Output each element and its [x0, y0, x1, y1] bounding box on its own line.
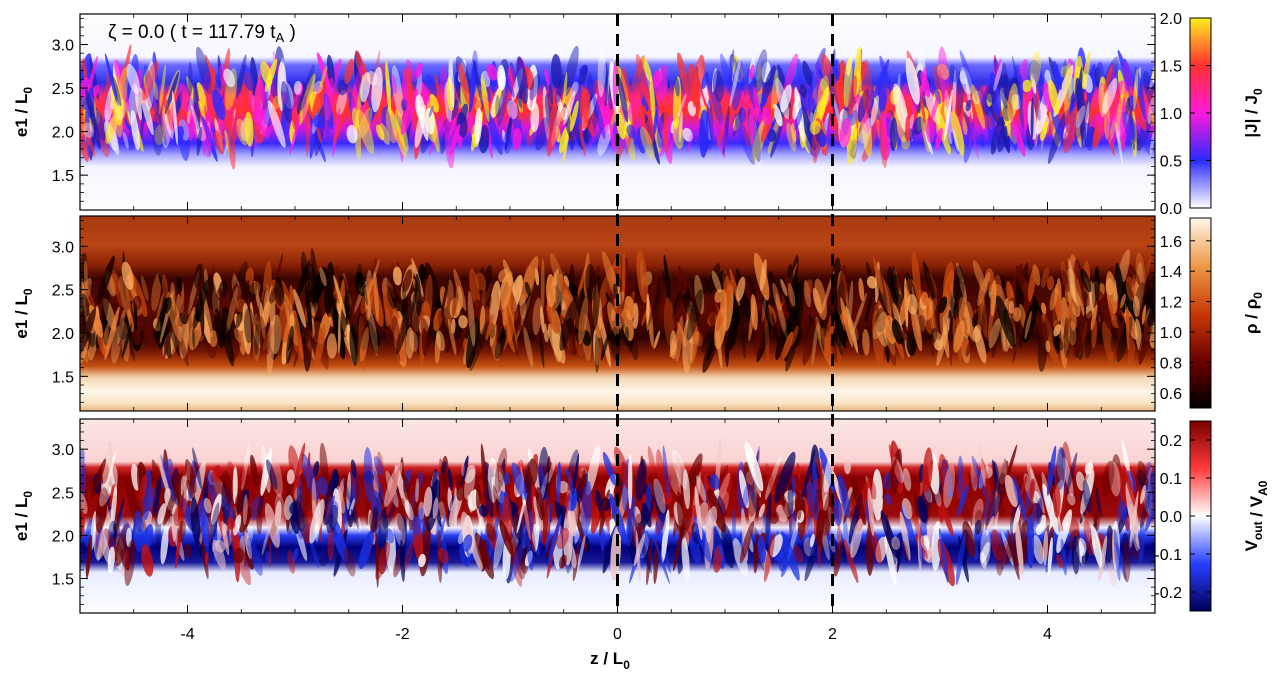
- ytick-label: 2.5: [52, 485, 74, 502]
- panel-velocity: 1.5 2.0 2.5 3.0 e1 / L0: [12, 418, 1156, 614]
- colorbar-velocity: -0.2 -0.1 0.0 0.1 0.2 Vout / VA0: [1154, 420, 1270, 612]
- ytick-label: 2.5: [52, 283, 74, 300]
- colorbar-tick-label: 1.2: [1160, 295, 1182, 312]
- colorbar-tick-label: 1.4: [1160, 264, 1182, 281]
- xtick-label: 2: [828, 626, 837, 643]
- ytick-label: 2.0: [52, 528, 74, 545]
- xtick-label: -2: [395, 626, 409, 643]
- annotation-label: ζ = 0.0 ( t = 117.79 tA ): [108, 22, 296, 45]
- xtick-label: 0: [613, 626, 622, 643]
- x-axis-label: z / L0: [590, 649, 630, 672]
- ytick-label: 3.0: [52, 239, 74, 256]
- ytick-label: 1.5: [52, 572, 74, 589]
- annotation-greek: ζ: [108, 22, 117, 43]
- colorbars: 0.0 0.5 1.0 1.5 2.0 |J| / J0 0.6 0.8 1.0 1.2 1.4 1.…: [1154, 11, 1270, 612]
- colorbar-label-velocity: Vout / VA0: [1242, 480, 1270, 551]
- colorbar-tick-label: 0.5: [1160, 154, 1182, 171]
- colorbar-label-density: ρ / ρ0: [1242, 292, 1265, 334]
- colorbar-tick-label: 1.0: [1160, 106, 1182, 123]
- colorbar-density: 0.6 0.8 1.0 1.2 1.4 1.6 ρ / ρ0: [1160, 217, 1265, 409]
- xtick-label: 4: [1043, 626, 1052, 643]
- ytick-label: 3.0: [52, 442, 74, 459]
- colorbar-tick-label: 0.2: [1160, 433, 1182, 450]
- y-axis-label-current: e1 / L0: [12, 87, 35, 137]
- ytick-label: 1.5: [52, 168, 74, 185]
- ytick-label: 3.0: [52, 37, 74, 54]
- colorbar-tick-label: 0.1: [1160, 471, 1182, 488]
- colorbar-current: 0.0 0.5 1.0 1.5 2.0 |J| / J0: [1160, 11, 1265, 218]
- colorbar-tick-label: 1.0: [1160, 325, 1182, 342]
- colorbar-tick-label: 2.0: [1160, 11, 1182, 28]
- colorbar-tick-label: 0.0: [1160, 509, 1182, 526]
- y-axis-label-density: e1 / L0: [12, 288, 35, 338]
- colorbar-tick-label: 0.0: [1160, 201, 1182, 218]
- ytick-label: 2.0: [52, 326, 74, 343]
- heatmap-texture-velocity: [80, 439, 1155, 588]
- colorbar-tick-label: -0.1: [1154, 547, 1182, 564]
- heatmap-texture-current: [80, 43, 1155, 170]
- colorbar-tick-label: 1.6: [1160, 234, 1182, 251]
- annotation-sub: A: [276, 30, 285, 45]
- colorbar-tick-label: 1.5: [1160, 59, 1182, 76]
- panels: 1.52.02.53.0e1 / L01.52.02.53.0e1 / L01.…: [12, 13, 1156, 614]
- panel-density: 1.5 2.0 2.5 3.0 e1 / L0: [12, 215, 1156, 412]
- ytick-label: 1.5: [52, 369, 74, 386]
- colorbar-tick-label: -0.2: [1154, 585, 1182, 602]
- colorbar-tick-label: 0.8: [1160, 355, 1182, 372]
- colorbar-tick-label: 0.6: [1160, 386, 1182, 403]
- xtick-label: -4: [180, 626, 194, 643]
- panel-current: 1.5 2.0 2.5 3.0 e1 / L0: [12, 13, 1156, 211]
- annotation-text: = 0.0 ( t = 117.79 t: [116, 22, 276, 43]
- colorbar-label-current: |J| / J0: [1242, 88, 1265, 138]
- colorbar-gradient: [1189, 217, 1212, 409]
- ytick-label: 2.5: [52, 81, 74, 98]
- y-axis-label-velocity: e1 / L0: [12, 491, 35, 541]
- heatmap-texture-density: [80, 247, 1155, 377]
- overlays: -4 -2 0 2 4: [180, 14, 1052, 643]
- ytick-label: 2.0: [52, 125, 74, 142]
- annotation-end: ): [284, 22, 296, 43]
